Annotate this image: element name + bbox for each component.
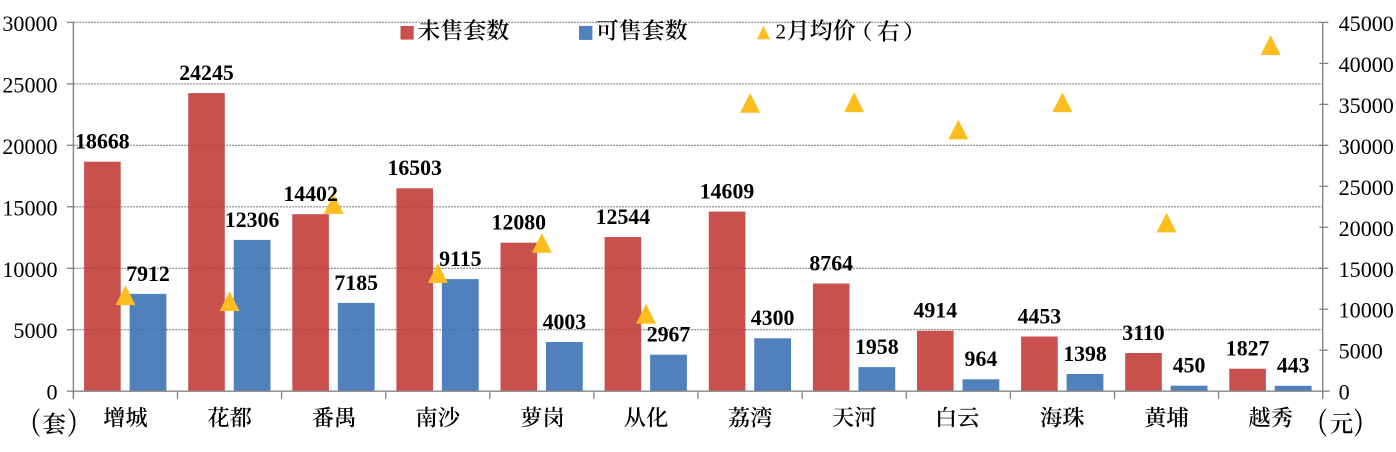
svg-text:5000: 5000 — [13, 318, 57, 343]
svg-text:14609: 14609 — [700, 180, 755, 204]
svg-text:40000: 40000 — [1339, 52, 1394, 77]
svg-text:12080: 12080 — [492, 211, 547, 235]
svg-text:15000: 15000 — [1339, 257, 1394, 282]
svg-text:25000: 25000 — [2, 72, 57, 97]
svg-text:30000: 30000 — [1339, 134, 1394, 159]
svg-text:9115: 9115 — [439, 247, 481, 271]
svg-text:450: 450 — [1173, 354, 1206, 378]
svg-text:1827: 1827 — [1226, 337, 1270, 361]
svg-text:4914: 4914 — [914, 299, 958, 323]
svg-text:5000: 5000 — [1339, 339, 1383, 364]
svg-text:3110: 3110 — [1122, 321, 1164, 345]
svg-text:1958: 1958 — [855, 335, 899, 359]
svg-text:12306: 12306 — [225, 208, 280, 232]
svg-text:35000: 35000 — [1339, 93, 1394, 118]
svg-text:18668: 18668 — [75, 130, 130, 154]
svg-text:10000: 10000 — [1339, 298, 1394, 323]
svg-text:7912: 7912 — [126, 262, 170, 286]
svg-text:2967: 2967 — [647, 323, 691, 347]
svg-text:0: 0 — [1339, 380, 1350, 405]
svg-text:16503: 16503 — [387, 156, 442, 180]
svg-text:30000: 30000 — [2, 11, 57, 36]
svg-text:12544: 12544 — [596, 205, 651, 229]
svg-text:45000: 45000 — [1339, 11, 1394, 36]
svg-text:10000: 10000 — [2, 257, 57, 282]
svg-text:2: 2 — [776, 19, 787, 43]
svg-text:4300: 4300 — [751, 306, 795, 330]
svg-text:0: 0 — [47, 380, 58, 405]
svg-text:443: 443 — [1277, 354, 1310, 378]
svg-text:1398: 1398 — [1063, 342, 1107, 366]
svg-text:7185: 7185 — [334, 271, 378, 295]
svg-text:20000: 20000 — [1339, 216, 1394, 241]
svg-text:4003: 4003 — [543, 310, 587, 334]
svg-text:14402: 14402 — [283, 182, 338, 206]
svg-text:20000: 20000 — [2, 134, 57, 159]
svg-text:15000: 15000 — [2, 195, 57, 220]
svg-text:964: 964 — [965, 347, 998, 371]
svg-text:8764: 8764 — [809, 251, 853, 275]
svg-text:4453: 4453 — [1018, 304, 1062, 328]
svg-text:24245: 24245 — [179, 61, 234, 85]
svg-text:25000: 25000 — [1339, 175, 1394, 200]
